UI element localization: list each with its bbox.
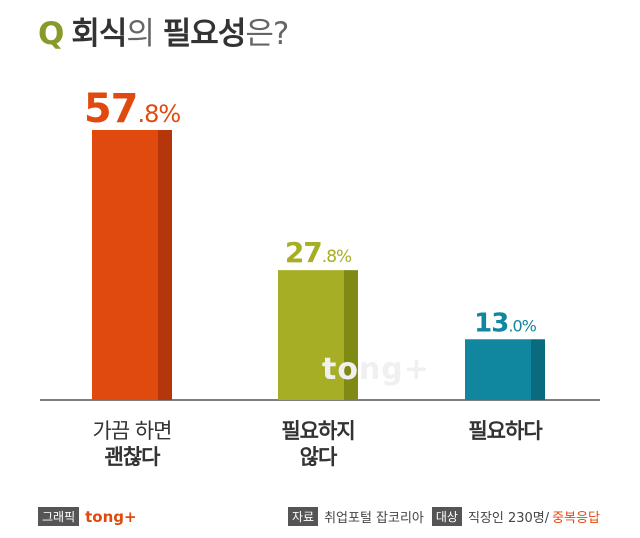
- category-label-1-line-2: 괜찮다: [105, 445, 162, 469]
- brand-logo: tong+: [85, 507, 137, 526]
- target-text: 직장인 230명/: [467, 511, 550, 526]
- category-label-3-line-1: 필요하다: [468, 419, 543, 443]
- multi-response-text: 중복응답: [552, 511, 600, 526]
- title-part-4: 은?: [245, 16, 289, 52]
- bar-2: [278, 270, 344, 400]
- value-label-2: 27.8%: [285, 236, 352, 269]
- chart-title: Q 회식의 필요성은?: [38, 8, 289, 53]
- graphic-tag: 그래픽: [38, 507, 80, 526]
- title-part-2: 의: [126, 16, 163, 52]
- category-label-1-line-1: 가끔 하면: [93, 419, 172, 443]
- source-tag: 자료: [287, 507, 319, 526]
- bar-side-2: [344, 270, 358, 400]
- footer-source: 자료 취업포털 잡코리아 대상 직장인 230명/ 중복응답: [287, 507, 600, 526]
- bar-side-3: [531, 339, 545, 400]
- bar-3: [465, 339, 531, 400]
- source-text: 취업포털 잡코리아: [324, 511, 424, 526]
- target-tag: 대상: [431, 507, 462, 526]
- category-label-2-line-1: 필요하지: [281, 419, 354, 443]
- bar-side-1: [158, 130, 172, 400]
- question-mark-q: Q: [38, 16, 64, 52]
- title-part-1: 회식: [71, 16, 127, 52]
- category-label-2-line-2: 않다: [300, 445, 338, 469]
- bar-1: [92, 130, 158, 400]
- value-label-3: 13.0%: [474, 308, 536, 338]
- title-part-3: 필요성: [162, 16, 247, 52]
- footer-credit: 그래픽 tong+: [38, 507, 137, 526]
- value-label-1: 57.8%: [84, 86, 181, 132]
- watermark: tong+: [322, 352, 430, 387]
